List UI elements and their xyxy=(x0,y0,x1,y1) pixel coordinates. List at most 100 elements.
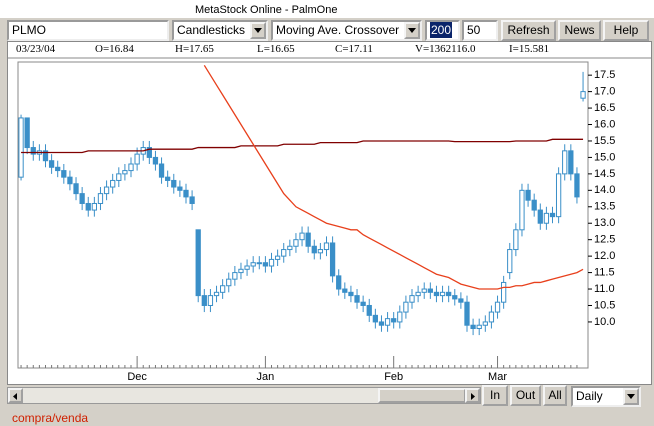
candle-body xyxy=(519,189,525,231)
candle-body xyxy=(42,150,49,162)
moving-average-line xyxy=(21,138,584,154)
y-tick-label: 13.5 xyxy=(594,201,615,213)
period2-input[interactable]: 50 xyxy=(462,20,498,41)
candle-body xyxy=(354,295,360,303)
x-tick-label: Feb xyxy=(384,371,403,383)
y-tick-label: 13.0 xyxy=(594,217,615,229)
candle-body xyxy=(342,288,348,293)
candle-body xyxy=(391,318,397,323)
dropdown-arrow[interactable] xyxy=(623,388,639,405)
candle-body xyxy=(67,176,73,185)
candle-body xyxy=(384,318,391,326)
symbol-input[interactable]: PLMO xyxy=(7,20,169,41)
candle-body xyxy=(439,291,446,297)
y-tick-label: 14.0 xyxy=(594,184,615,196)
zoom-out-button[interactable]: Out xyxy=(510,385,541,406)
quote-low: L=16.65 xyxy=(257,43,295,55)
candle-body xyxy=(256,262,262,265)
quote-date: 03/23/04 xyxy=(16,43,56,55)
candle-body xyxy=(470,324,476,330)
y-tick-label: 12.0 xyxy=(594,250,615,262)
y-tick-label: 16.5 xyxy=(594,102,615,114)
candle-body xyxy=(268,258,275,267)
candle-body xyxy=(415,291,421,297)
interval: Daily xyxy=(576,389,603,403)
candle-body xyxy=(568,150,574,175)
candle-body xyxy=(103,186,110,195)
candle-body xyxy=(494,301,501,313)
candle-body xyxy=(189,196,195,204)
candle-body xyxy=(158,163,165,178)
candle-body xyxy=(55,166,61,172)
refresh-button[interactable]: Refresh xyxy=(501,20,556,41)
candle-body xyxy=(580,91,586,99)
candle-body xyxy=(61,170,67,178)
candle-body xyxy=(116,173,122,181)
chart-style-select[interactable]: Candlesticks xyxy=(172,20,268,41)
candle-body xyxy=(549,212,556,218)
candle-body xyxy=(488,311,495,323)
candle-body xyxy=(409,295,415,303)
scroll-thumb[interactable] xyxy=(378,388,466,403)
candle-body xyxy=(537,209,543,224)
candle-body xyxy=(262,262,269,267)
candle-body xyxy=(397,311,403,323)
candle-body xyxy=(183,189,189,198)
y-tick-label: 17.5 xyxy=(594,69,615,81)
candle-body xyxy=(152,156,159,165)
y-tick-label: 15.5 xyxy=(594,135,615,147)
period1-input[interactable]: 200 xyxy=(425,20,460,41)
scroll-left[interactable] xyxy=(8,388,23,403)
candle-body xyxy=(305,232,311,247)
candle-body xyxy=(427,288,433,293)
candle-body xyxy=(171,179,177,188)
scroll-right[interactable] xyxy=(465,388,480,403)
candle-body xyxy=(293,239,299,247)
candle-body xyxy=(226,278,232,287)
candle-body xyxy=(122,170,128,175)
quote-open: O=16.84 xyxy=(95,43,134,55)
x-tick-label: Dec xyxy=(127,371,147,383)
candle-body xyxy=(482,321,488,326)
chart: 10.0 10.5 11.0 11.5 12.0 12.5 13.0 13.5 14.0 14.5… xyxy=(8,57,651,383)
candle-body xyxy=(244,265,250,270)
footer-link[interactable]: compra/venda xyxy=(12,411,89,425)
candle-body xyxy=(146,147,152,158)
candle-body xyxy=(501,281,507,303)
candle-body xyxy=(232,272,238,280)
interval-select[interactable]: Daily xyxy=(571,386,641,407)
candle-body xyxy=(24,117,30,149)
candle-body xyxy=(378,321,385,326)
candle-body xyxy=(513,229,519,251)
help-button[interactable]: Help xyxy=(603,20,649,41)
study-select[interactable]: Moving Ave. Crossover xyxy=(271,20,422,41)
y-tick-label: 16.0 xyxy=(594,118,615,130)
candle-body xyxy=(85,202,91,211)
chart-style: Candlesticks xyxy=(177,23,246,37)
candle-body xyxy=(250,262,256,267)
plot-frame xyxy=(17,61,589,369)
news-button[interactable]: News xyxy=(558,20,601,41)
candle-body xyxy=(177,186,183,191)
dropdown-arrow[interactable] xyxy=(250,22,266,39)
candle-body xyxy=(329,242,336,277)
candle-body xyxy=(574,173,580,198)
y-tick-label: 15.0 xyxy=(594,151,615,163)
candle-body xyxy=(79,193,85,204)
candle-body xyxy=(97,193,104,204)
candle-body xyxy=(446,291,452,297)
candle-body xyxy=(91,202,97,211)
dropdown-arrow[interactable] xyxy=(404,22,420,39)
show-all-button[interactable]: All xyxy=(543,385,567,406)
candle-body xyxy=(433,291,440,297)
candle-body xyxy=(220,285,226,293)
zoom-in-button[interactable]: In xyxy=(482,385,508,406)
scrollbar[interactable] xyxy=(7,387,481,404)
candle-body xyxy=(165,176,171,181)
candle-body xyxy=(403,301,409,313)
moving-average-line xyxy=(203,64,584,290)
candle-body xyxy=(464,301,470,326)
candle-body xyxy=(323,242,330,251)
window-title: MetaStock Online - PalmOne xyxy=(0,0,654,18)
